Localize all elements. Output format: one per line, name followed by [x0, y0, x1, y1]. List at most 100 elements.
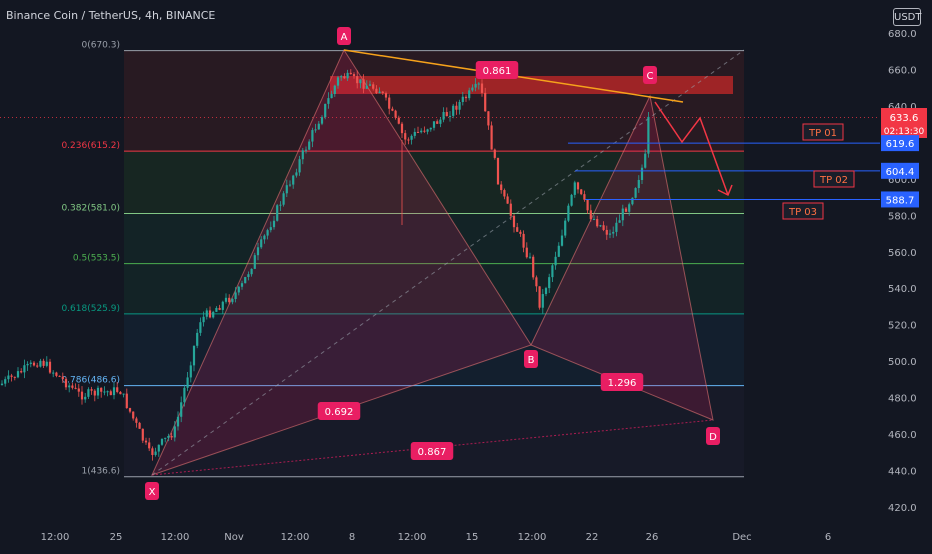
candle-body: [192, 345, 196, 366]
ratio-xb-label-text: 0.692: [325, 407, 354, 418]
candle-body: [276, 205, 279, 221]
candle-body: [186, 377, 189, 388]
time-tick: 6: [825, 532, 831, 543]
candle-body: [464, 96, 468, 99]
price-tick: 680.0: [888, 29, 917, 40]
current-price-text: 633.6: [890, 113, 919, 124]
projection-arrow[interactable]: [654, 101, 729, 196]
candle-body: [420, 130, 423, 133]
candle-body: [628, 204, 631, 212]
tp-box-text: TP 01: [808, 128, 837, 139]
ratio-bd-label[interactable]: [600, 373, 644, 391]
time-tick: 8: [349, 532, 355, 543]
price-tick: 480.0: [888, 394, 917, 405]
candle-body: [384, 93, 388, 98]
candle-body: [493, 149, 496, 158]
candle-body: [375, 88, 378, 94]
candle-body: [90, 389, 93, 391]
resistance-zone[interactable]: [330, 76, 733, 94]
candle-body: [426, 129, 429, 132]
candle-body: [378, 91, 381, 94]
candle-body: [362, 79, 365, 89]
candle-body: [452, 105, 455, 116]
candle-body: [528, 256, 532, 258]
point-b-label[interactable]: [524, 350, 538, 368]
fib-zone-low1: [124, 213, 744, 313]
ratio-xb-label[interactable]: [317, 402, 361, 420]
tp-price-tag[interactable]: [881, 162, 919, 179]
candle-body: [154, 451, 157, 455]
candle-body: [573, 182, 576, 195]
tp-box-3[interactable]: [782, 202, 824, 220]
tp-box-text: TP 02: [819, 175, 848, 186]
candle-body: [234, 292, 237, 300]
price-tick: 460.0: [888, 430, 917, 441]
price-tick: 500.0: [888, 357, 917, 368]
candle-body: [605, 229, 608, 235]
candle-body: [368, 84, 372, 86]
tp-price-tag[interactable]: [881, 191, 919, 208]
candle-body: [68, 385, 71, 388]
tp-price-tag[interactable]: [881, 135, 919, 152]
candle-body: [356, 76, 359, 84]
candle-body: [151, 448, 154, 455]
point-c-label[interactable]: [643, 66, 657, 84]
candle-body: [317, 123, 320, 130]
candle-body: [512, 215, 516, 228]
candle-body: [532, 256, 535, 278]
candle-body: [173, 426, 176, 438]
candle-body: [7, 375, 10, 380]
tp-box-1[interactable]: [802, 123, 844, 141]
fib-label: 0.786(486.6): [61, 376, 120, 386]
time-tick: 22: [586, 532, 599, 543]
candle-body: [586, 199, 589, 211]
time-tick: 15: [466, 532, 479, 543]
price-tick: 540.0: [888, 284, 917, 295]
candle-body: [221, 301, 224, 310]
tp-box-2[interactable]: [813, 170, 855, 188]
candle-body: [247, 274, 250, 278]
candle-body: [212, 311, 215, 318]
candle-body: [311, 130, 314, 142]
candle-body: [183, 387, 186, 403]
point-x-label[interactable]: [145, 482, 159, 500]
candle-body: [269, 227, 272, 231]
symbol-title: Binance Coin / TetherUS, 4h, BINANCE: [6, 9, 216, 22]
candle-body: [544, 288, 548, 295]
candle-body: [167, 435, 170, 438]
candle-body: [346, 72, 349, 79]
point-d-label[interactable]: [706, 427, 720, 445]
candle-body: [343, 76, 346, 79]
ratio-xd-label[interactable]: [410, 442, 454, 460]
candle-body: [394, 110, 397, 118]
candle-body: [119, 391, 122, 395]
ratio-ac-label[interactable]: [475, 61, 519, 79]
candle-body: [240, 283, 244, 287]
candle-body: [272, 220, 276, 228]
candle-body: [282, 193, 285, 205]
candle-body: [298, 159, 301, 173]
candle-body: [525, 247, 528, 258]
candle-body: [32, 362, 36, 366]
current-price-tag[interactable]: [881, 108, 927, 138]
candle-body: [400, 123, 404, 134]
candle-body: [112, 387, 116, 396]
currency-button[interactable]: USDT: [893, 8, 921, 26]
point-a-label[interactable]: [337, 27, 351, 45]
candle-body: [557, 245, 560, 257]
candle-body: [196, 332, 199, 346]
fib-zone-top: [124, 51, 744, 151]
candle-body: [256, 247, 260, 256]
candle-body: [429, 127, 432, 130]
candle-body: [522, 233, 525, 248]
price-tick: 660.0: [888, 65, 917, 76]
candle-body: [231, 299, 234, 303]
candle-body: [439, 119, 442, 124]
candle-body: [148, 442, 151, 449]
candle-body: [621, 208, 624, 221]
candle-body: [218, 307, 221, 310]
candle-body: [295, 172, 298, 176]
candle-body: [560, 235, 564, 246]
